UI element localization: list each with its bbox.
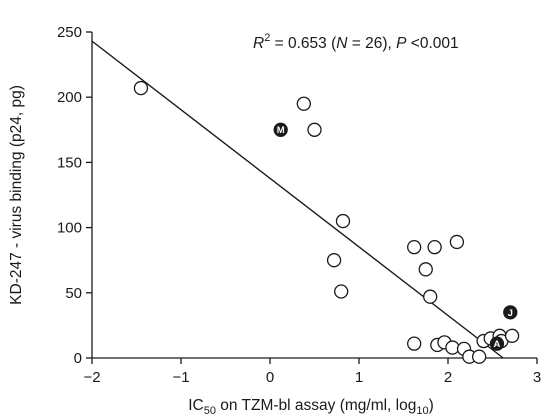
data-point — [504, 328, 520, 343]
labeled-point: J — [503, 305, 518, 320]
data-point — [407, 336, 422, 351]
data-point — [489, 336, 505, 351]
labeled-point: M — [273, 122, 288, 137]
data-point — [335, 213, 351, 229]
stats-annotation: R2 = 0.653 (N = 26), P <0.001 — [253, 32, 459, 52]
data-point — [418, 262, 433, 277]
axes — [91, 32, 537, 359]
data-point — [307, 122, 322, 137]
labeled-point: A — [489, 336, 505, 351]
y-tick-label: 50 — [65, 285, 82, 302]
data-point — [427, 240, 442, 255]
y-tick-label: 0 — [74, 350, 82, 367]
y-tick-label: 250 — [57, 24, 82, 41]
data-point — [133, 80, 149, 96]
x-axis-title: IC50 on TZM-bl assay (mg/ml, log10) — [188, 397, 434, 415]
x-tick-label: −1 — [172, 369, 189, 386]
y-tick-label: 200 — [57, 89, 82, 106]
x-tick-label: 0 — [266, 369, 274, 386]
x-tick-label: 1 — [355, 369, 363, 386]
data-point — [407, 240, 422, 255]
data-point — [273, 122, 288, 137]
point-label: M — [277, 125, 285, 136]
data-point — [503, 305, 518, 320]
y-axis-title: KD-247 - virus binding (p24, pg) — [8, 85, 25, 305]
y-tick-label: 100 — [57, 220, 82, 237]
data-point — [449, 234, 465, 250]
regression-line — [91, 40, 504, 359]
data-points: M J A — [133, 80, 520, 364]
data-point — [471, 349, 487, 364]
data-point — [296, 96, 311, 111]
point-label: J — [508, 308, 513, 319]
x-tick-label: 2 — [444, 369, 452, 386]
data-point — [334, 284, 349, 299]
data-point — [423, 289, 438, 304]
x-tick-label: 3 — [533, 369, 541, 386]
y-ticks: 0 50 100 150 200 250 — [57, 24, 92, 367]
x-tick-label: −2 — [83, 369, 100, 386]
data-point — [326, 253, 342, 268]
x-ticks: −2 −1 0 1 2 3 — [83, 358, 541, 386]
y-tick-label: 150 — [57, 154, 82, 171]
point-label: A — [494, 339, 501, 350]
